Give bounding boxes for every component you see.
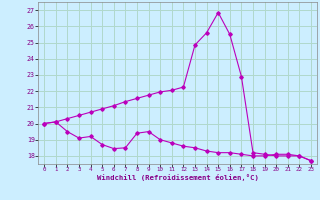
X-axis label: Windchill (Refroidissement éolien,°C): Windchill (Refroidissement éolien,°C) (97, 174, 259, 181)
